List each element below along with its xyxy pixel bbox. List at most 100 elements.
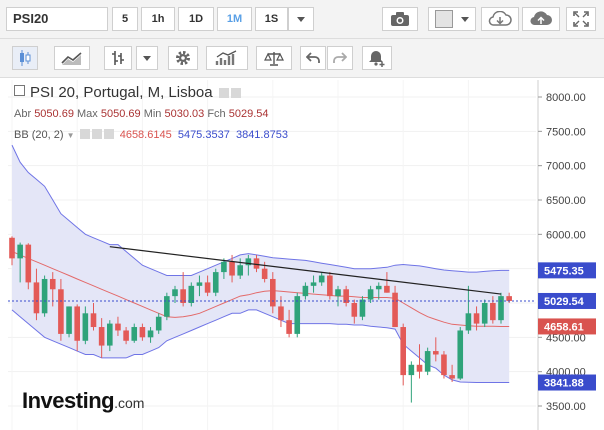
candle[interactable] <box>424 347 431 376</box>
candle[interactable] <box>310 275 317 293</box>
compare-button[interactable] <box>256 46 292 70</box>
candle[interactable] <box>204 275 211 297</box>
candle[interactable] <box>82 306 89 345</box>
gear-icon[interactable] <box>91 129 102 139</box>
candle[interactable] <box>457 327 464 380</box>
candle[interactable] <box>343 285 349 307</box>
redo-button[interactable] <box>327 46 353 70</box>
symbol-input[interactable]: PSI20 <box>6 7 108 31</box>
candle[interactable] <box>155 313 162 334</box>
timeframe-button-1h[interactable]: 1h <box>141 7 175 31</box>
chevron-down-icon <box>461 16 469 22</box>
candle[interactable] <box>245 254 252 276</box>
candle[interactable] <box>196 275 203 297</box>
indicator-name[interactable]: BB (20, 2) <box>14 129 64 141</box>
candle-body <box>123 330 129 341</box>
candle[interactable] <box>66 306 72 338</box>
candle-body <box>506 296 512 301</box>
candle[interactable] <box>367 285 374 303</box>
candle[interactable] <box>221 258 227 279</box>
candle[interactable] <box>172 285 178 303</box>
candle-body <box>229 261 235 276</box>
candle[interactable] <box>375 282 382 300</box>
candle[interactable] <box>90 303 97 331</box>
candle[interactable] <box>302 282 309 300</box>
candle[interactable] <box>335 285 341 307</box>
candle[interactable] <box>33 268 40 321</box>
candle[interactable] <box>123 327 129 345</box>
candle[interactable] <box>164 292 170 321</box>
candle-body <box>498 296 504 321</box>
candle[interactable] <box>449 364 455 382</box>
settings-button[interactable] <box>168 46 198 70</box>
candle[interactable] <box>229 254 235 283</box>
timeframe-button-1m[interactable]: 1M <box>217 7 252 31</box>
candle[interactable] <box>58 278 64 341</box>
undo-button[interactable] <box>300 46 326 70</box>
candle[interactable] <box>351 299 358 324</box>
bb-basis-value: 4658.6145 <box>119 129 172 141</box>
candle[interactable] <box>139 323 146 341</box>
close-icon[interactable] <box>103 129 114 139</box>
indicators-button[interactable] <box>206 46 248 70</box>
candle[interactable] <box>41 275 48 317</box>
bb-lower-value: 3841.8753 <box>235 129 288 141</box>
candle[interactable] <box>147 327 154 343</box>
eye-icon[interactable] <box>79 129 90 139</box>
screenshot-button[interactable] <box>382 7 418 31</box>
trendline[interactable] <box>109 246 502 295</box>
candle[interactable] <box>131 323 138 343</box>
candle[interactable] <box>359 296 366 321</box>
candle[interactable] <box>253 254 260 273</box>
candle[interactable] <box>392 285 398 328</box>
candle[interactable] <box>481 299 488 328</box>
load-cloud-button[interactable] <box>481 7 519 31</box>
bar-chart-button[interactable] <box>104 46 132 70</box>
timeframe-button-1s[interactable]: 1S <box>255 7 288 31</box>
candle[interactable] <box>188 282 195 307</box>
candle[interactable] <box>237 258 243 279</box>
candle[interactable] <box>318 272 325 286</box>
candle[interactable] <box>294 292 301 338</box>
gear-icon[interactable] <box>230 88 241 98</box>
area-chart-button[interactable] <box>54 46 90 70</box>
eye-icon[interactable] <box>218 88 229 98</box>
candle[interactable] <box>441 351 447 379</box>
candle[interactable] <box>286 309 292 338</box>
candle[interactable] <box>416 344 423 379</box>
bollinger-basis-line <box>11 251 510 327</box>
add-alert-button[interactable] <box>362 46 392 70</box>
candles-chart-button[interactable] <box>12 46 38 70</box>
candle[interactable] <box>25 243 32 290</box>
timeframe-dropdown-button[interactable] <box>288 7 314 31</box>
candle[interactable] <box>384 272 390 293</box>
candle[interactable] <box>212 268 219 297</box>
candle[interactable] <box>327 272 333 300</box>
candle[interactable] <box>9 236 15 266</box>
candle[interactable] <box>408 361 415 403</box>
candle[interactable] <box>433 337 439 362</box>
candle[interactable] <box>98 318 105 358</box>
chart-style-button[interactable] <box>428 7 476 31</box>
candle[interactable] <box>17 242 23 283</box>
candle[interactable] <box>74 304 80 352</box>
indicators-icon <box>215 50 237 65</box>
candle[interactable] <box>465 285 472 334</box>
price-badge-label: 5029.54 <box>544 296 585 308</box>
candle[interactable] <box>270 272 276 314</box>
chevron-down-icon[interactable]: ▼ <box>66 131 75 140</box>
save-cloud-button[interactable] <box>522 7 560 31</box>
collapse-legend-icon[interactable] <box>14 85 25 96</box>
chart-type-dropdown[interactable] <box>136 46 158 70</box>
candle[interactable] <box>498 292 504 324</box>
price-badge-last: 5029.54 <box>538 292 596 309</box>
candle[interactable] <box>107 320 113 352</box>
timeframe-button-5[interactable]: 5 <box>112 7 138 31</box>
candle[interactable] <box>473 306 480 331</box>
candle[interactable] <box>115 316 121 336</box>
fullscreen-button[interactable] <box>566 7 596 31</box>
candle[interactable] <box>180 272 186 307</box>
timeframe-button-1d[interactable]: 1D <box>178 7 214 31</box>
candle[interactable] <box>400 323 406 386</box>
